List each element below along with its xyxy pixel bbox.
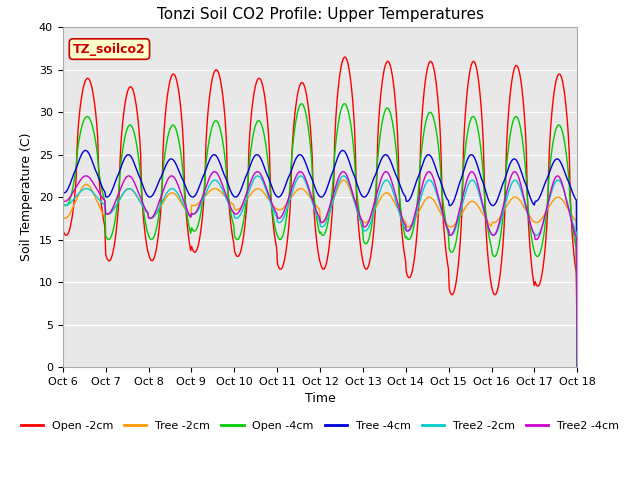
Tree2 -4cm [61,198,69,204]
Tree2 -2cm [61,203,69,208]
Tree -4cm [61,190,69,195]
Tree -2cm [340,177,348,183]
Tree2 -2cm [545,200,552,205]
Tree2 -2cm [407,226,415,231]
Tree -4cm [407,194,415,200]
Open -2cm [369,233,377,239]
Text: TZ_soilco2: TZ_soilco2 [73,43,146,56]
Line: Open -4cm: Open -4cm [63,104,577,367]
Open -2cm [545,169,552,175]
Title: Tonzi Soil CO2 Profile: Upper Temperatures: Tonzi Soil CO2 Profile: Upper Temperatur… [157,7,483,22]
Tree2 -2cm [509,179,516,185]
Tree -2cm [407,223,415,228]
Tree2 -2cm [573,364,581,370]
Open -4cm [61,203,69,208]
Open -4cm [573,364,581,370]
Tree -2cm [59,215,67,220]
Line: Open -2cm: Open -2cm [63,57,577,367]
Tree2 -2cm [239,207,246,213]
Tree -4cm [59,190,67,195]
Tree -4cm [573,364,581,370]
Open -4cm [509,119,516,125]
Open -2cm [61,232,69,238]
Line: Tree -4cm: Tree -4cm [63,150,577,367]
Tree2 -4cm [406,226,414,232]
Open -2cm [239,240,246,245]
Tree2 -4cm [239,201,246,207]
Open -2cm [407,273,415,279]
Tree2 -4cm [545,198,552,204]
Open -4cm [369,212,377,217]
X-axis label: Time: Time [305,392,335,405]
Line: Tree -2cm: Tree -2cm [63,180,577,367]
Open -2cm [573,364,581,370]
Open -4cm [59,200,67,205]
Tree -2cm [509,195,516,201]
Tree2 -2cm [59,202,67,208]
Legend: Open -2cm, Tree -2cm, Open -4cm, Tree -4cm, Tree2 -2cm, Tree2 -4cm: Open -2cm, Tree -2cm, Open -4cm, Tree -4… [16,417,624,435]
Tree2 -4cm [573,364,581,370]
Tree2 -2cm [254,173,262,179]
Open -2cm [340,54,348,60]
Open -2cm [59,227,67,232]
Open -4cm [298,101,305,107]
Tree2 -4cm [369,207,376,213]
Tree2 -4cm [59,198,67,204]
Y-axis label: Soil Temperature (C): Soil Temperature (C) [20,133,33,262]
Tree -2cm [545,205,552,211]
Tree -4cm [545,172,552,178]
Tree -4cm [339,147,347,153]
Tree -4cm [369,177,377,182]
Open -4cm [407,235,415,240]
Tree2 -2cm [369,211,377,217]
Open -2cm [509,72,516,78]
Tree -2cm [239,203,246,208]
Tree -4cm [239,182,246,188]
Open -4cm [545,178,552,184]
Tree -2cm [369,210,377,216]
Tree2 -4cm [511,169,518,175]
Tree -4cm [509,156,516,162]
Tree2 -4cm [508,171,516,177]
Tree -2cm [573,364,581,370]
Open -4cm [239,223,246,229]
Line: Tree2 -2cm: Tree2 -2cm [63,176,577,367]
Line: Tree2 -4cm: Tree2 -4cm [63,172,577,367]
Tree -2cm [61,216,69,221]
